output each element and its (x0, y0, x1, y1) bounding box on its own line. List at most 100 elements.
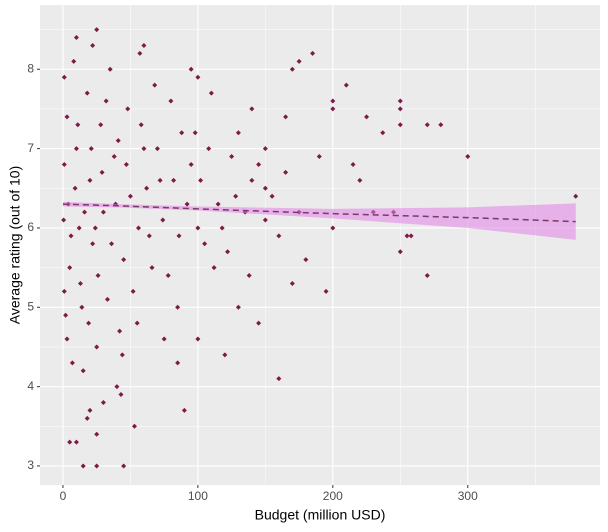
point (198, 177, 204, 183)
point (63, 312, 69, 318)
point (149, 265, 155, 271)
point (235, 304, 241, 310)
point (130, 288, 136, 294)
point (100, 209, 106, 215)
point (289, 66, 295, 72)
point (99, 169, 105, 175)
point (323, 288, 329, 294)
point (61, 288, 67, 294)
y-tick-label: 3 (27, 458, 34, 472)
point (103, 98, 109, 104)
point (330, 106, 336, 112)
point (397, 122, 403, 128)
point (98, 122, 104, 128)
point (195, 74, 201, 80)
plot-background (40, 5, 600, 485)
point (397, 98, 403, 104)
point (424, 122, 430, 128)
point (73, 35, 79, 41)
point (208, 90, 214, 96)
point (157, 177, 163, 183)
point (117, 328, 123, 334)
point (68, 233, 74, 239)
point (215, 201, 221, 207)
point (90, 241, 96, 247)
point (87, 177, 93, 183)
point (141, 42, 147, 48)
point (88, 146, 94, 152)
point (94, 463, 100, 469)
point (69, 360, 75, 366)
point (67, 439, 73, 445)
point (138, 122, 144, 128)
point (289, 280, 295, 286)
point (184, 201, 190, 207)
point (61, 161, 67, 167)
point (175, 360, 181, 366)
point (141, 146, 147, 152)
point (256, 320, 262, 326)
point (161, 336, 167, 342)
point (82, 209, 88, 215)
point (104, 296, 110, 302)
point (229, 154, 235, 160)
point (206, 146, 212, 152)
point (438, 122, 444, 128)
point (86, 320, 92, 326)
point (109, 241, 115, 247)
point (100, 399, 106, 405)
point (72, 185, 78, 191)
point (262, 185, 268, 191)
point (73, 439, 79, 445)
point (64, 336, 70, 342)
point (144, 185, 150, 191)
point (67, 265, 73, 271)
point (71, 58, 77, 64)
point (61, 217, 67, 223)
x-tick-label: 0 (60, 489, 67, 503)
point (176, 233, 182, 239)
point (77, 280, 83, 286)
point (114, 384, 120, 390)
point (330, 225, 336, 231)
point (175, 304, 181, 310)
point (92, 225, 98, 231)
point (276, 376, 282, 382)
x-tick-label: 200 (323, 489, 343, 503)
point (94, 431, 100, 437)
point (350, 161, 356, 167)
point (165, 273, 171, 279)
point (404, 233, 410, 239)
trend-line (62, 203, 576, 223)
point (188, 66, 194, 72)
point (146, 233, 152, 239)
y-tick-label: 7 (27, 141, 34, 155)
point (408, 233, 414, 239)
x-tick-label: 300 (458, 489, 478, 503)
point (154, 146, 160, 152)
point (249, 177, 255, 183)
point (262, 146, 268, 152)
point (75, 122, 81, 128)
point (222, 352, 228, 358)
point (246, 273, 252, 279)
point (76, 225, 82, 231)
point (94, 344, 100, 350)
point (87, 407, 93, 413)
point (168, 98, 174, 104)
point (188, 161, 194, 167)
point (127, 193, 133, 199)
point (152, 82, 158, 88)
point (303, 257, 309, 263)
point (276, 233, 282, 239)
point (283, 114, 289, 120)
point (90, 42, 96, 48)
point (235, 130, 241, 136)
point (465, 154, 471, 160)
x-tick-label: 100 (188, 489, 208, 503)
point (195, 336, 201, 342)
point (123, 161, 129, 167)
point (125, 106, 131, 112)
point (171, 177, 177, 183)
point (95, 273, 101, 279)
